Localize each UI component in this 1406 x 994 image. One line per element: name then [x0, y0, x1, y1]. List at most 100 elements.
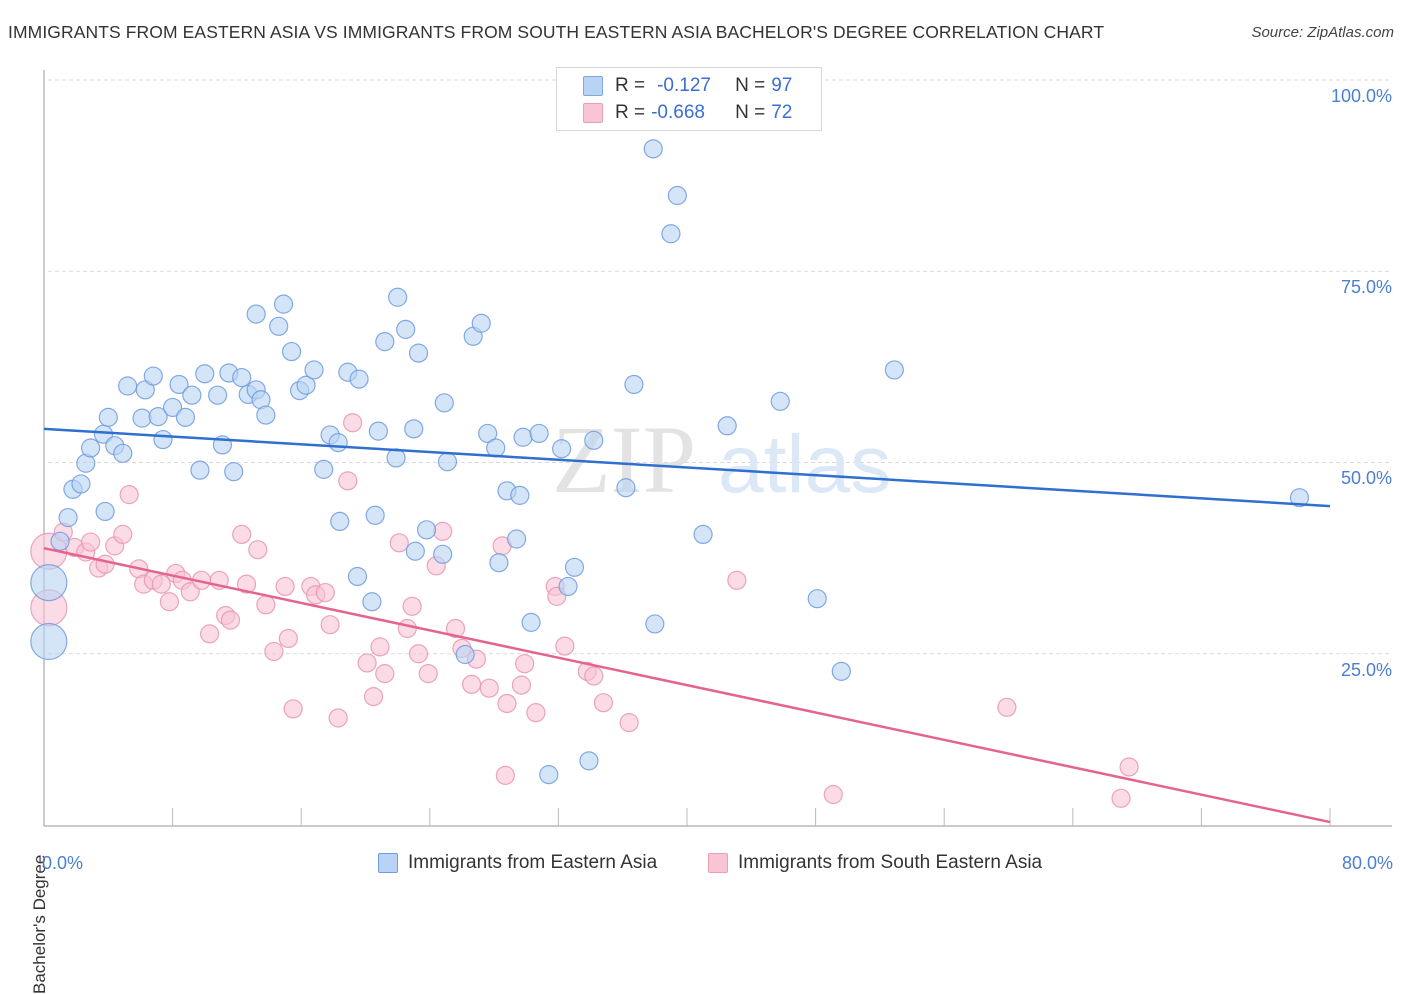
blue-data-point — [564, 557, 585, 577]
blue-data-point — [831, 661, 851, 681]
pink-data-point — [119, 485, 139, 505]
pink-data-point — [511, 675, 532, 695]
pink-data-point — [320, 615, 340, 635]
r-value: -0.127 — [657, 75, 711, 96]
pink-swatch-icon — [708, 853, 728, 873]
blue-data-point — [579, 751, 599, 771]
pink-data-point — [264, 641, 284, 662]
blue-data-point — [616, 478, 636, 498]
blue-data-point — [455, 644, 475, 665]
blue-data-point — [365, 505, 385, 525]
pink-data-point — [495, 765, 515, 785]
blue-data-point — [30, 564, 68, 602]
pink-data-point — [397, 618, 417, 639]
pink-trend-line — [43, 546, 1331, 824]
pink-data-point — [220, 610, 241, 630]
legend-label: Immigrants from Eastern Asia — [408, 852, 658, 873]
blue-data-point — [884, 360, 904, 380]
r-label: R = — [615, 75, 646, 96]
pink-data-point — [497, 693, 517, 714]
blue-data-point — [50, 531, 70, 551]
blue-data-point — [148, 407, 168, 427]
legend-label: Immigrants from South Eastern Asia — [738, 852, 1043, 873]
pink-data-point — [338, 471, 358, 491]
blue-swatch-icon — [378, 853, 398, 873]
r-label: R = — [615, 102, 646, 123]
pink-data-point — [199, 624, 220, 644]
blue-data-point — [169, 374, 189, 395]
pink-data-point — [370, 637, 390, 657]
blue-data-point — [486, 438, 506, 458]
y-tick-label: 100.0% — [1330, 86, 1392, 106]
pink-data-point — [151, 574, 171, 594]
blue-data-point — [717, 416, 737, 436]
blue-data-point — [645, 614, 665, 634]
pink-data-point — [997, 697, 1017, 717]
pink-data-point — [584, 666, 604, 686]
blue-data-point — [190, 460, 210, 480]
blue-data-point — [330, 511, 350, 532]
x-tick-label-min: 0.0% — [42, 853, 84, 873]
pink-data-point — [343, 413, 363, 433]
blue-data-point — [510, 485, 530, 505]
source-label: Source: ZipAtlas.com — [1251, 24, 1394, 41]
blue-data-point — [558, 576, 578, 597]
blue-data-point — [693, 524, 713, 545]
blue-data-point — [368, 421, 388, 441]
pink-data-point — [418, 664, 438, 684]
scatter-plot: ZIP atlas — [30, 70, 1392, 827]
blue-data-point — [95, 501, 115, 522]
pink-data-point — [275, 576, 295, 597]
pink-data-point — [248, 540, 268, 560]
blue-data-point — [328, 433, 348, 453]
blue-data-point — [584, 430, 604, 450]
pink-data-point — [555, 636, 575, 656]
blue-data-point — [478, 423, 498, 444]
blue-data-point — [489, 553, 509, 573]
blue-data-point — [624, 374, 644, 395]
legend-row-eastern-asia: R = -0.127 N = 97 — [583, 74, 792, 98]
blue-swatch-icon — [583, 76, 603, 96]
blue-data-point — [807, 589, 827, 609]
pink-data-point — [1119, 757, 1139, 777]
blue-data-point — [507, 529, 527, 549]
blue-data-point — [388, 287, 408, 307]
pink-data-point — [315, 582, 335, 603]
blue-data-point — [58, 507, 78, 528]
axes — [43, 70, 1392, 827]
blue-data-point — [304, 360, 324, 380]
pink-data-point — [619, 712, 639, 733]
blue-series-points — [30, 139, 1310, 785]
pink-data-point — [113, 524, 133, 545]
blue-data-point — [281, 341, 302, 362]
blue-data-point — [81, 438, 101, 458]
gridlines — [48, 79, 1392, 655]
trend-lines — [43, 427, 1331, 824]
pink-data-point — [1111, 788, 1131, 808]
x-tick-label-max: 80.0% — [1341, 853, 1393, 873]
blue-data-point — [182, 385, 202, 405]
pink-data-point — [81, 532, 101, 552]
blue-data-point — [296, 375, 316, 395]
series-legend: Immigrants from Eastern Asia Immigrants … — [0, 852, 1406, 878]
blue-data-point — [375, 332, 395, 352]
blue-data-point — [396, 319, 416, 339]
pink-data-point — [461, 674, 482, 694]
y-tick-label: 25.0% — [1340, 660, 1392, 680]
pink-data-point — [408, 644, 429, 664]
blue-data-point — [98, 407, 118, 427]
pink-data-point — [375, 664, 395, 684]
blue-data-point — [269, 316, 289, 336]
pink-swatch-icon — [583, 103, 603, 123]
watermark-atlas: atlas — [718, 419, 891, 510]
correlation-legend: R = -0.127 N = 97 R = -0.668 N = 72 — [556, 67, 822, 131]
pink-series-points — [30, 413, 1139, 808]
blue-data-point — [314, 459, 334, 479]
pink-data-point — [236, 574, 257, 594]
legend-item-eastern-asia[interactable]: Immigrants from Eastern Asia — [378, 852, 657, 874]
blue-data-point — [405, 541, 425, 561]
y-tick-label: 50.0% — [1340, 468, 1392, 488]
pink-data-point — [727, 570, 747, 590]
pink-data-point — [256, 595, 276, 615]
legend-item-south-eastern-asia[interactable]: Immigrants from South Eastern Asia — [708, 852, 1042, 874]
